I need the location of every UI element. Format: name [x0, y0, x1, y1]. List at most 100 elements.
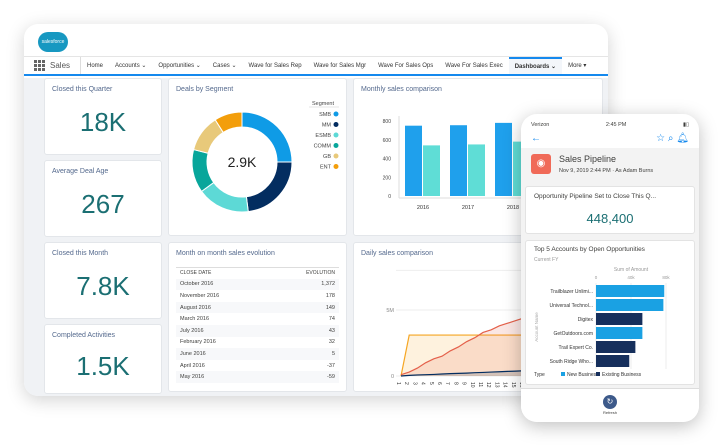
phone-subtitle: Nov 9, 2019 2:44 PM · As Adam Burns [559, 168, 654, 174]
clock: 2:45 PM [605, 122, 627, 128]
salesforce-logo: salesforce [38, 32, 68, 52]
close-date: August 2016 [180, 304, 211, 311]
bar-2016-1[interactable] [423, 145, 440, 196]
nav-item[interactable]: Accounts ⌄ [115, 63, 147, 69]
table-row: June 2016 5 [176, 348, 339, 360]
x-tick-label: 11 [477, 382, 483, 387]
kpi-title: Closed this Month [52, 250, 109, 257]
legend-label: Existing Business [602, 372, 642, 378]
nav-item[interactable]: Wave For Sales Ops [378, 62, 434, 69]
phone-title: Sales Pipeline [559, 154, 617, 164]
dashboard-icon: ◉ [531, 154, 551, 174]
pipeline-kpi-card: Opportunity Pipeline Set to Close This Q… [525, 186, 695, 234]
x-tick-label: 80k [662, 275, 670, 280]
chart-title: Top 5 Accounts by Open Opportunities [534, 246, 645, 253]
legend-label: SMB [319, 112, 331, 118]
col-header: EVOLUTION [306, 270, 335, 277]
x-tick-label: 40k [627, 275, 635, 280]
y-axis-title: Account Name [534, 312, 539, 342]
area-fill [401, 312, 541, 376]
nav-item[interactable]: Cases ⌄ [212, 63, 237, 69]
nav-item[interactable]: More ▾ [568, 63, 587, 69]
nav-item[interactable]: Opportunities ⌄ [158, 63, 201, 69]
refresh-button[interactable]: ↻ Refresh [521, 388, 699, 422]
evolution-value: 32 [328, 339, 335, 346]
x-tick-label: 5 [428, 382, 434, 385]
legend-swatch [561, 372, 565, 376]
close-date: November 2016 [180, 292, 220, 299]
bell-icon[interactable]: 🔔︎ [676, 133, 689, 144]
nav-item[interactable]: Dashboards ⌄ [508, 57, 563, 74]
y-tick-label: 800 [383, 119, 392, 125]
x-tick-label: 10 [469, 382, 475, 388]
account-label: South Ridge Who... [550, 359, 593, 365]
nav-item[interactable]: Wave for Sales Rep [248, 62, 302, 69]
app-name: Sales [50, 61, 71, 70]
area-fill [401, 335, 541, 376]
deals-by-segment-card: Deals by Segment SMB MM ESMB COMM GB ENT Segme… [168, 78, 347, 236]
evolution-value: 43 [328, 327, 335, 334]
series-line-1[interactable] [400, 312, 541, 376]
col-header: CLOSE DATE [180, 270, 212, 277]
bar-2017-1[interactable] [468, 144, 485, 196]
evolution-value: 149 [325, 304, 335, 311]
x-tick-label: 2016 [417, 205, 429, 211]
evolution-value: 74 [328, 316, 335, 323]
kpi-title: Closed this Quarter [52, 86, 113, 93]
star-icon[interactable]: ☆ [656, 133, 666, 144]
nav-item[interactable]: Wave for Sales Mgr [313, 62, 367, 69]
bar-2018-0[interactable] [495, 122, 512, 196]
legend-title: Type [534, 372, 545, 378]
x-tick-label: 9 [461, 382, 467, 385]
x-tick-label: 1 [395, 382, 401, 385]
bar-2016-0[interactable] [405, 125, 422, 196]
search-icon[interactable]: ⌕ [667, 133, 674, 144]
legend-swatch [333, 143, 339, 148]
donut-slice-ent[interactable] [214, 111, 243, 134]
kpi-title: Completed Activities [52, 332, 116, 339]
accounts-bar-chart: Sum of Amount 0 40k 80k Account Name Trailbla… [534, 267, 670, 378]
legend-label: MM [322, 123, 332, 129]
account-bar[interactable] [596, 327, 643, 339]
x-tick-label: 15 [510, 382, 516, 388]
donut-slice-esmb[interactable] [200, 181, 249, 213]
x-tick-label: 7 [444, 382, 450, 385]
x-tick-label: 4 [420, 382, 426, 385]
nav-item[interactable]: Home [87, 62, 104, 69]
legend-swatch [333, 153, 339, 159]
chart-subtitle: Current FY [534, 257, 559, 263]
bar-2017-0[interactable] [450, 125, 467, 196]
table-row: July 2016 43 [176, 324, 339, 337]
y-tick-label: 400 [383, 157, 392, 163]
account-bar[interactable] [596, 285, 665, 297]
battery-icon: ▮▯ [682, 122, 689, 128]
account-bar[interactable] [596, 341, 636, 353]
account-bar[interactable] [596, 299, 664, 311]
account-bar[interactable] [596, 355, 630, 367]
kpi-value: 7.8K [76, 271, 130, 301]
nav-item[interactable]: Wave For Sales Exec [445, 62, 503, 69]
table-row: November 2016 178 [176, 290, 339, 302]
x-tick-label: 2 [403, 382, 409, 385]
app-launcher[interactable]: Sales [24, 57, 82, 74]
phone-frame: Verizon 2:45 PM ▮▯ ← ☆ ⌕ 🔔︎ ◉ Sales Pipelin… [521, 114, 699, 422]
close-date: July 2016 [180, 327, 204, 334]
tablet-frame: salesforce Sales Home Accounts ⌄ Opportuni… [24, 24, 608, 396]
daily-area-chart: 05M123456789101112131415161718 [386, 269, 604, 388]
account-label: GetOutdoors.com [554, 331, 593, 337]
y-tick-label: 5M [386, 308, 394, 314]
kpi-value: 448,400 [586, 211, 634, 226]
donut-slice-comm[interactable] [191, 148, 215, 193]
series-line-2[interactable] [400, 369, 541, 377]
series-line-0[interactable] [400, 334, 541, 377]
back-arrow-icon[interactable]: ← [531, 133, 541, 144]
kpi-title: Average Deal Age [52, 168, 109, 175]
x-tick-label: 12 [485, 382, 491, 388]
account-label: Trailblazer Unlimi... [550, 289, 593, 295]
account-bar[interactable] [596, 313, 643, 325]
y-tick-label: 600 [383, 138, 392, 144]
legend-swatch [596, 372, 600, 376]
close-date: February 2016 [180, 339, 216, 346]
refresh-label: Refresh [602, 410, 617, 415]
evolution-value: -59 [327, 374, 335, 381]
